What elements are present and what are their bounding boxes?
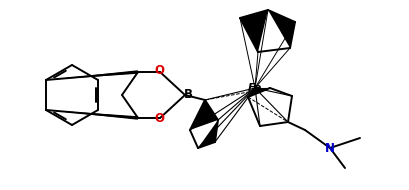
- Polygon shape: [190, 100, 218, 130]
- Text: Fe: Fe: [248, 83, 262, 93]
- Text: O: O: [154, 112, 164, 126]
- Text: B: B: [184, 89, 193, 101]
- Polygon shape: [240, 10, 268, 52]
- Polygon shape: [46, 70, 138, 80]
- Polygon shape: [198, 120, 218, 148]
- Polygon shape: [268, 10, 295, 48]
- Polygon shape: [46, 110, 138, 120]
- Polygon shape: [248, 88, 270, 97]
- Text: N: N: [325, 142, 335, 154]
- Text: O: O: [154, 64, 164, 78]
